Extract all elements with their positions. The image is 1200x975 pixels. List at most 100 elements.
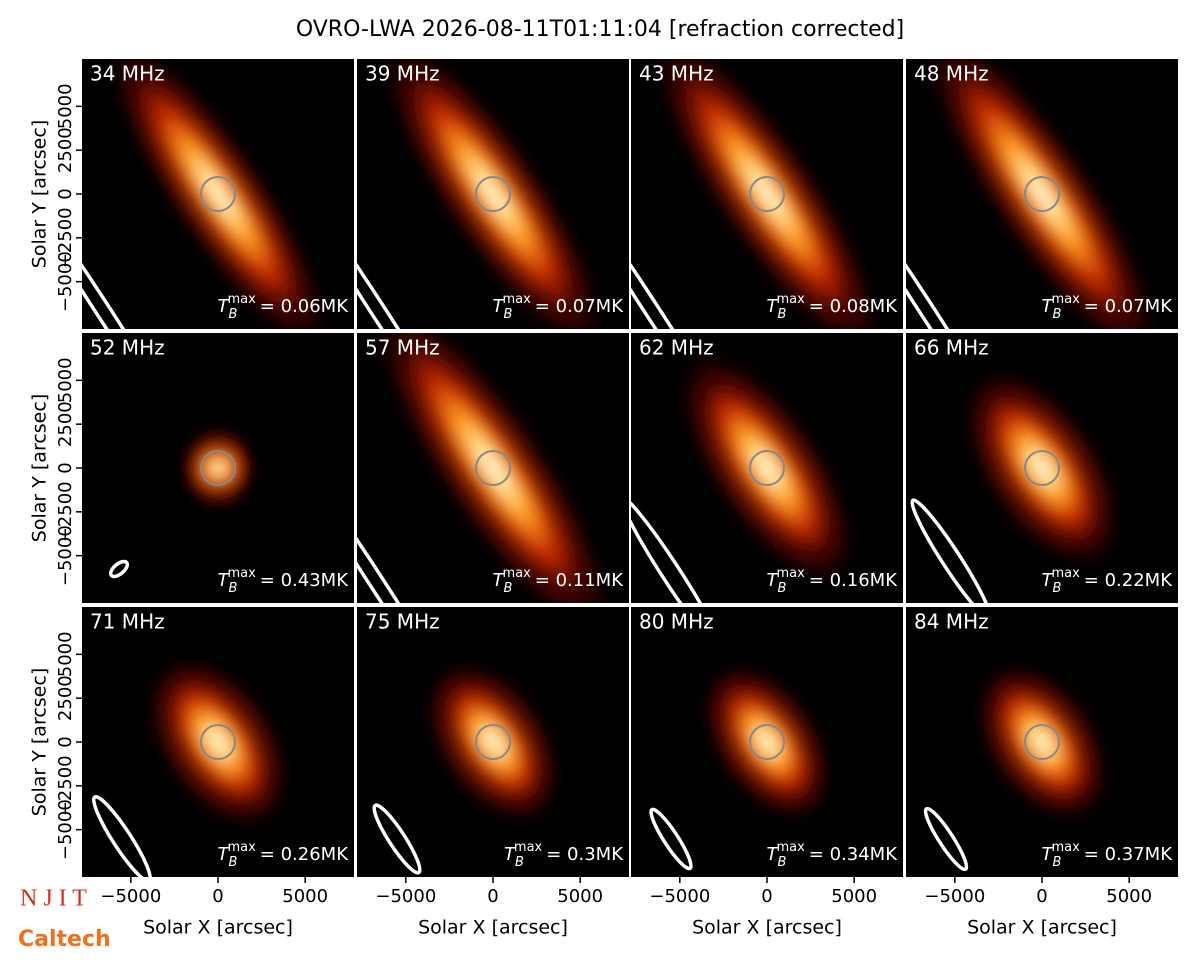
tb-symbol: T [218,570,231,591]
tb-label: TBmax = 0.07MK [1042,292,1174,322]
y-tick-label: −2500 [55,481,76,542]
tb-sub: B [504,581,513,596]
tb-sup: max [776,566,805,581]
y-tick-label: 0 [55,188,76,199]
y-tick-label: −2500 [55,207,76,268]
beam [910,498,992,603]
panel-title: 66 MHz [914,336,989,360]
tb-label: TBmax = 0.34MK [767,840,899,870]
tb-symbol: T [1042,844,1055,865]
logo: N J I T [20,886,87,912]
emission [159,667,277,817]
x-axis-label: Solar X [arcsec] [418,917,568,939]
y-tick-label: 5000 [55,83,76,129]
tb-sub: B [1053,581,1062,596]
solar-limb [200,724,236,760]
y-tick-label: 5000 [55,357,76,403]
tb-sub: B [515,855,524,870]
tb-label: TBmax = 0.3MK [504,840,624,870]
panel: 66 MHz TBmax = 0.22MK [906,333,1178,603]
y-axis-label: Solar Y [arcsec] [29,120,51,268]
panel: 62 MHz TBmax = 0.16MK [631,333,903,603]
figure-title: OVRO-LWA 2026-08-11T01:11:04 [refraction… [296,17,904,42]
solar-limb [200,450,236,486]
beam [923,806,969,872]
x-tick-label: 5000 [557,886,603,907]
tb-symbol: T [218,296,231,317]
tb-value: = 0.34MK [809,844,898,865]
panel-title: 62 MHz [639,336,714,360]
emission [121,59,315,329]
tb-symbol: T [767,844,780,865]
beam [357,181,461,329]
x-tick-label: −5000 [649,886,710,907]
solar-limb [475,450,511,486]
panel: 34 MHz TBmax = 0.06MK −5000−2500 0 25005000So… [29,59,354,329]
panel: 43 MHz TBmax = 0.08MK [631,59,903,329]
panel-image [82,59,354,329]
panel-title: 48 MHz [914,62,989,86]
tb-value: = 0.11MK [535,570,624,591]
tb-sub: B [1053,307,1062,322]
emission [939,59,1145,329]
panel-image [357,333,629,603]
emission [713,673,821,811]
emission [987,673,1097,811]
panel-title: 75 MHz [365,610,440,634]
tb-sup: max [502,566,531,581]
y-tick-label: 2500 [55,675,76,721]
panel-image [82,333,354,603]
solar-limb [749,450,785,486]
tb-label: TBmax = 0.08MK [767,292,899,322]
emission [692,366,842,570]
x-tick-label: 5000 [831,886,877,907]
logo: Caltech [18,927,111,952]
panel: 80 MHz TBmax = 0.34MK −5000 0 5000 Solar X [ar… [631,607,903,939]
panel-title: 34 MHz [90,62,165,86]
x-axis-label: Solar X [arcsec] [967,917,1117,939]
tb-sup: max [776,840,805,855]
tb-value: = 0.43MK [260,570,349,591]
beam [631,495,723,603]
x-tick-label: 0 [761,886,772,907]
tb-sup: max [227,566,256,581]
y-axis-label: Solar Y [arcsec] [29,668,51,816]
panel-image [631,607,903,877]
tb-symbol: T [493,296,506,317]
panel-title: 57 MHz [365,336,440,360]
tb-value: = 0.07MK [1084,296,1173,317]
y-tick-label: −5000 [55,799,76,860]
tb-value: = 0.3MK [546,844,624,865]
panel: 52 MHz TBmax = 0.43MK −5000−2500 0 25005000So… [29,333,354,603]
x-axis-label: Solar X [arcsec] [692,917,842,939]
tb-label: TBmax = 0.26MK [218,840,350,870]
beam [357,463,456,603]
y-tick-label: 2500 [55,401,76,447]
tb-value: = 0.22MK [1084,570,1173,591]
x-tick-label: −5000 [375,886,436,907]
panel-title: 39 MHz [365,62,440,86]
panel-image [631,333,903,603]
tb-label: TBmax = 0.16MK [767,566,899,596]
emission [667,59,867,329]
solar-limb [749,724,785,760]
panel: 57 MHz TBmax = 0.11MK [357,333,629,603]
solar-limb [475,724,511,760]
panel-image [906,59,1178,329]
beam [631,181,735,329]
tb-sup: max [502,292,531,307]
solar-limb [1024,450,1060,486]
panel-image [906,333,1178,603]
emission [976,381,1108,555]
emission [396,59,590,329]
tb-value: = 0.08MK [809,296,898,317]
solar-limb [1024,724,1060,760]
tb-sup: max [514,840,543,855]
tb-sup: max [227,840,256,855]
y-tick-label: 2500 [55,127,76,173]
tb-sub: B [504,307,513,322]
tb-sup: max [1051,566,1080,581]
x-tick-label: −5000 [924,886,985,907]
tb-sub: B [229,855,238,870]
